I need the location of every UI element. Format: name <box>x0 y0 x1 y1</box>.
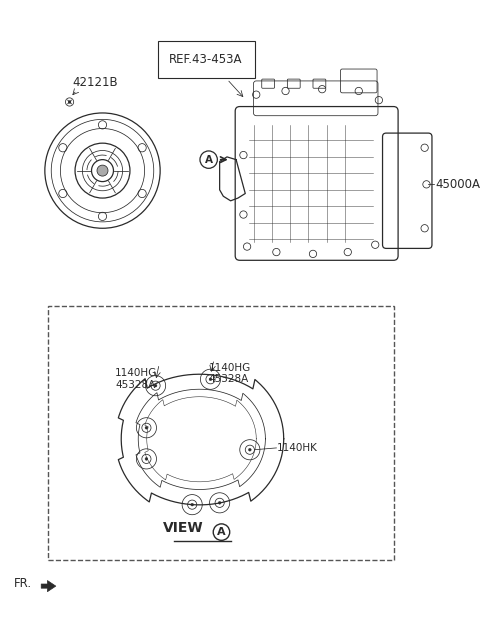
Circle shape <box>97 165 108 176</box>
Circle shape <box>200 151 217 168</box>
Text: VIEW: VIEW <box>163 521 203 535</box>
Text: 45000A: 45000A <box>436 178 480 191</box>
Text: A: A <box>217 527 226 537</box>
Circle shape <box>218 502 221 504</box>
Text: 1140HK: 1140HK <box>277 443 318 453</box>
Circle shape <box>145 458 148 460</box>
Circle shape <box>249 448 251 451</box>
Circle shape <box>145 427 148 429</box>
Text: A: A <box>204 155 213 164</box>
Text: 42121B: 42121B <box>72 76 118 89</box>
Text: FR.: FR. <box>14 577 32 590</box>
FancyArrowPatch shape <box>41 580 56 592</box>
Text: 1140HG
45328A: 1140HG 45328A <box>115 368 157 390</box>
Text: 1140HG
45328A: 1140HG 45328A <box>209 363 251 384</box>
Text: REF.43-453A: REF.43-453A <box>169 53 243 66</box>
Circle shape <box>191 504 193 506</box>
Circle shape <box>154 384 157 387</box>
Circle shape <box>68 100 71 104</box>
Circle shape <box>209 378 212 380</box>
